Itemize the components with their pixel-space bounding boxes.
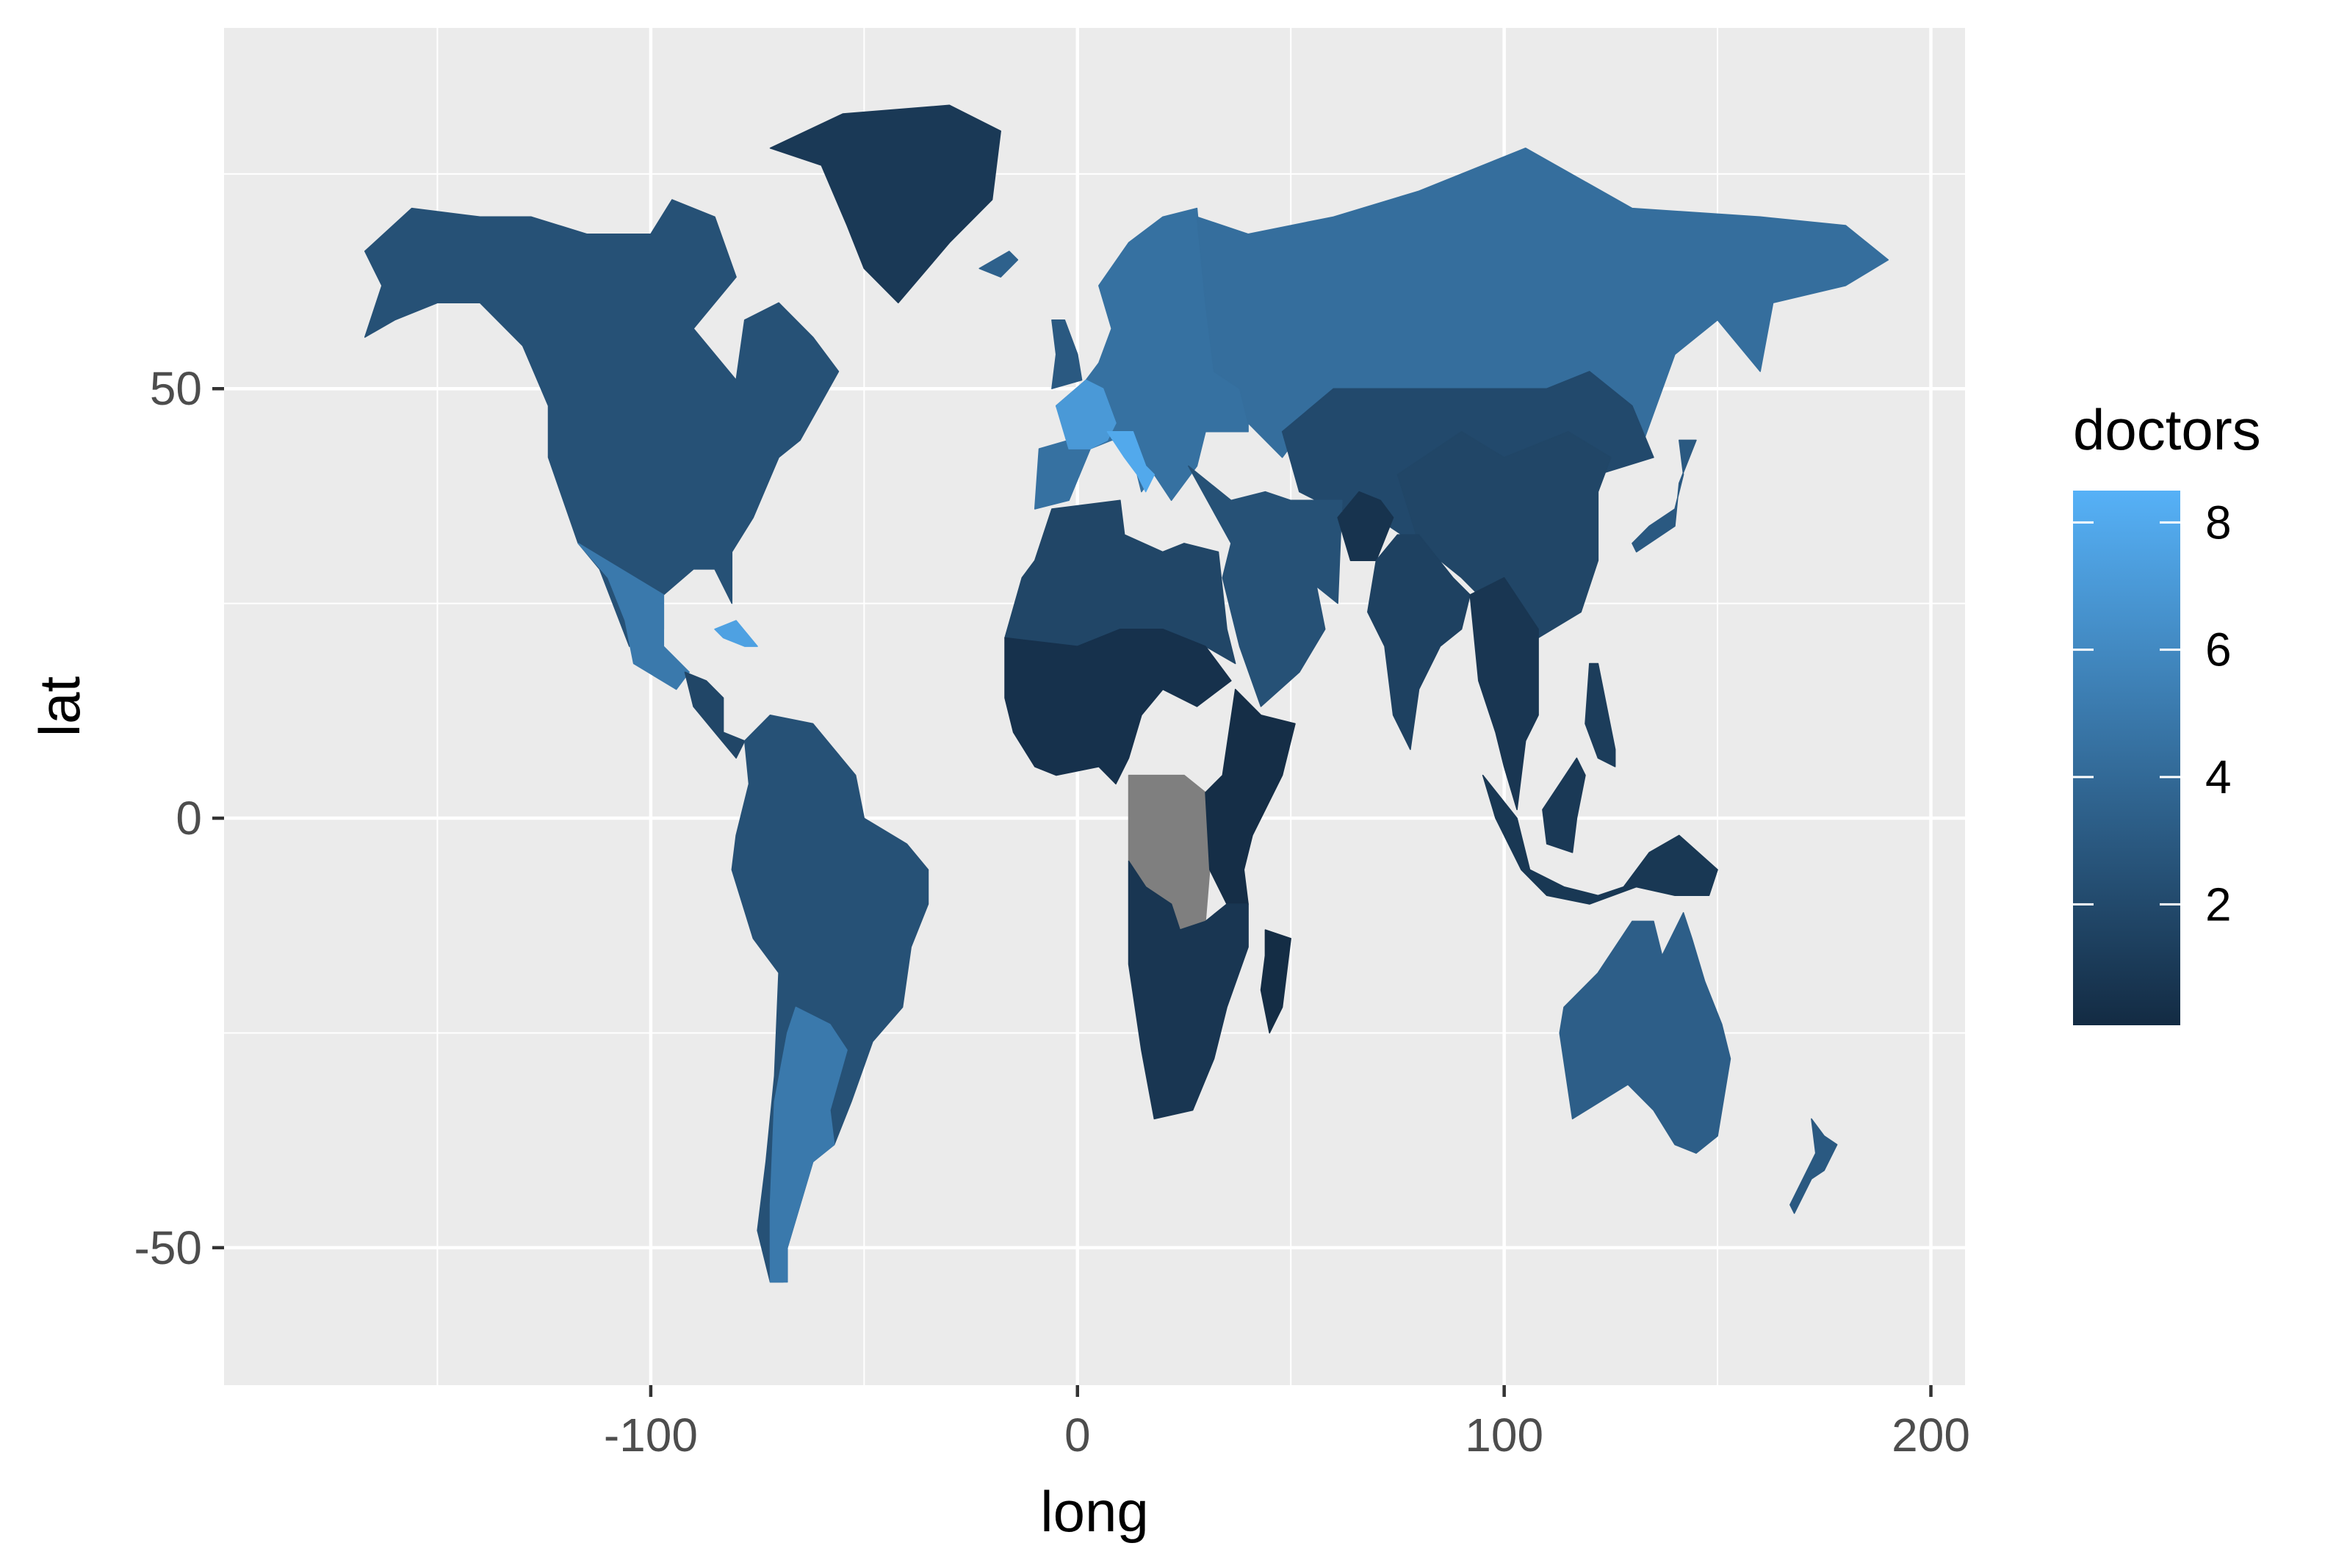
- region-australia: [1559, 911, 1731, 1154]
- legend-tick-label: 4: [2205, 751, 2232, 803]
- legend-tick-label: 2: [2205, 878, 2232, 931]
- region-indonesia: [1482, 774, 1718, 905]
- region-southeast-asia: [1469, 577, 1539, 811]
- x-tick-label: 100: [1465, 1409, 1543, 1462]
- x-tick-label: -100: [604, 1409, 698, 1462]
- x-axis-title: long: [1040, 1479, 1148, 1544]
- legend: doctors 2 4 6 8: [2073, 397, 2261, 1025]
- region-argentina: [769, 1006, 848, 1283]
- region-mexico: [577, 543, 690, 690]
- region-madagascar: [1260, 929, 1291, 1034]
- region-east-africa: [1205, 688, 1296, 905]
- legend-tick-label: 6: [2205, 624, 2232, 676]
- region-new-zealand: [1789, 1118, 1838, 1214]
- x-axis: -100 0 100 200: [604, 1385, 1970, 1462]
- region-great-britain: [1051, 319, 1083, 389]
- region-philippines: [1585, 662, 1616, 767]
- region-iceland: [978, 250, 1019, 278]
- x-tick-label: 0: [1064, 1409, 1091, 1462]
- region-china: [1396, 430, 1612, 639]
- region-afghanistan: [1337, 491, 1394, 561]
- x-tick-label: 200: [1892, 1409, 1970, 1462]
- map-regions: [364, 104, 1889, 1283]
- region-japan: [1632, 439, 1697, 553]
- legend-ticks: 2 4 6 8: [2073, 496, 2232, 931]
- y-tick-label: -50: [134, 1221, 203, 1274]
- region-italy: [1106, 430, 1156, 493]
- y-axis-title: lat: [27, 676, 92, 737]
- region-north-america: [364, 199, 840, 647]
- region-west-africa: [1004, 628, 1232, 785]
- region-greenland: [769, 104, 1001, 304]
- y-tick-label: 50: [150, 362, 202, 415]
- legend-title: doctors: [2073, 397, 2261, 462]
- region-russia: [1196, 147, 1889, 458]
- region-middle-east: [1188, 465, 1343, 707]
- region-cuba: [714, 620, 758, 647]
- region-borneo: [1542, 757, 1586, 853]
- y-tick-label: 0: [176, 792, 202, 845]
- legend-tick-label: 8: [2205, 496, 2232, 549]
- legend-colorbar: [2073, 491, 2180, 1025]
- y-axis: -50 0 50: [134, 362, 224, 1274]
- region-southern-africa: [1128, 860, 1249, 1120]
- region-india: [1367, 534, 1471, 751]
